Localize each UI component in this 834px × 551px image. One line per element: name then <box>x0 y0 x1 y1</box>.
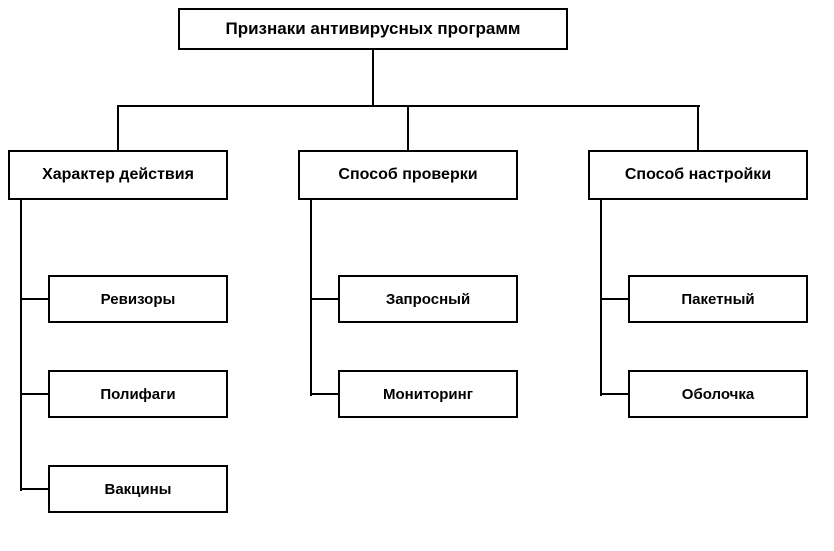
child-node-0-2-label: Вакцины <box>105 481 172 498</box>
connector-h <box>600 298 630 300</box>
child-node-0-0-label: Ревизоры <box>101 291 176 308</box>
category-node-1-label: Способ проверки <box>338 166 477 184</box>
connector-v <box>372 50 374 107</box>
category-node-2: Способ настройки <box>588 150 808 200</box>
root-node: Признаки антивирусных программ <box>178 8 568 50</box>
connector-h <box>310 298 340 300</box>
child-node-0-1: Полифаги <box>48 370 228 418</box>
connector-v <box>117 105 119 152</box>
connector-h <box>20 393 50 395</box>
connector-v <box>697 105 699 152</box>
connector-h <box>20 298 50 300</box>
child-node-2-0: Пакетный <box>628 275 808 323</box>
connector-h <box>118 105 700 107</box>
root-node-label: Признаки антивирусных программ <box>225 19 520 39</box>
child-node-1-0: Запросный <box>338 275 518 323</box>
child-node-0-1-label: Полифаги <box>100 386 175 403</box>
connector-h <box>600 393 630 395</box>
child-node-1-1-label: Мониторинг <box>383 386 473 403</box>
child-node-2-1: Оболочка <box>628 370 808 418</box>
child-node-2-1-label: Оболочка <box>682 386 754 403</box>
child-node-1-1: Мониторинг <box>338 370 518 418</box>
child-node-1-0-label: Запросный <box>386 291 470 308</box>
category-node-0: Характер действия <box>8 150 228 200</box>
child-node-0-0: Ревизоры <box>48 275 228 323</box>
connector-v <box>20 200 22 491</box>
child-node-2-0-label: Пакетный <box>681 291 754 308</box>
category-node-1: Способ проверки <box>298 150 518 200</box>
category-node-2-label: Способ настройки <box>625 166 771 184</box>
child-node-0-2: Вакцины <box>48 465 228 513</box>
connector-h <box>310 393 340 395</box>
category-node-0-label: Характер действия <box>42 166 194 184</box>
connector-h <box>20 488 50 490</box>
connector-v <box>407 105 409 152</box>
